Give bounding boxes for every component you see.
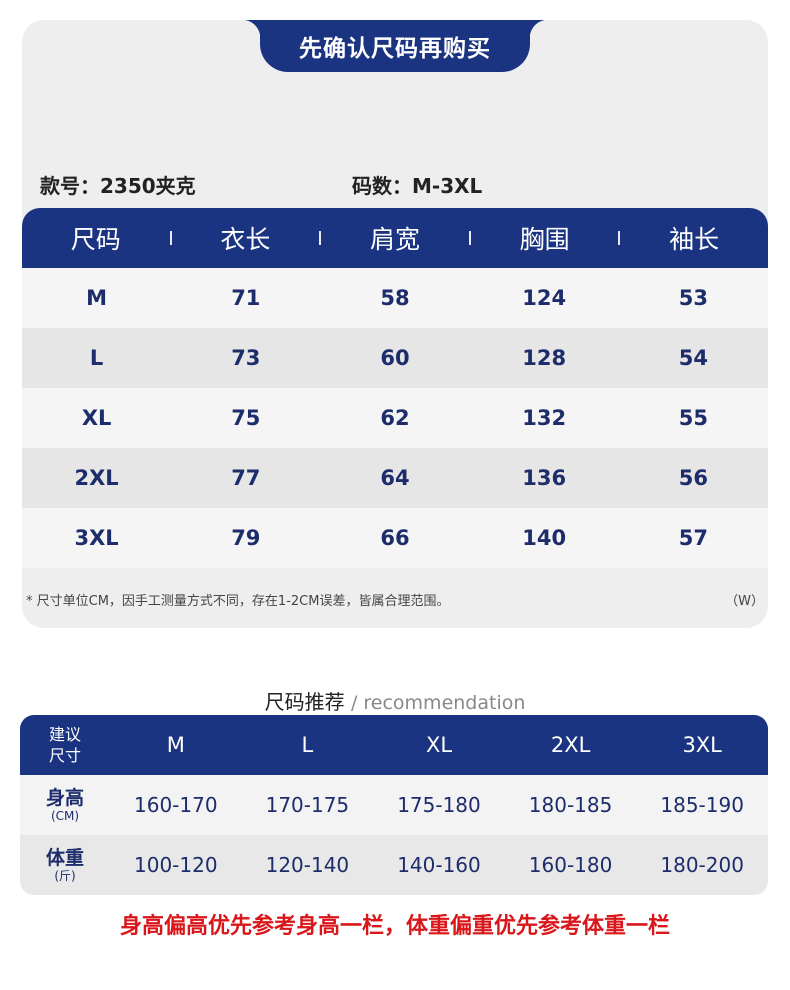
style-number: 款号：2350夹克 [40, 174, 196, 198]
column-header-size: 尺码 [70, 225, 121, 254]
column-header-shoulder: 肩宽 [369, 225, 420, 254]
height-value: 170-175 [265, 793, 350, 817]
height-value: 180-185 [528, 793, 613, 817]
height-value: 160-170 [134, 793, 218, 817]
cell-chest: 140 [522, 526, 567, 550]
cell-size: 3XL [74, 526, 119, 550]
height-row: 身高 (CM) 160-170 170-175 175-180 180-185 … [20, 775, 768, 835]
cell-length: 77 [231, 466, 261, 490]
weight-value: 160-180 [528, 853, 613, 877]
cell-chest: 128 [522, 346, 567, 370]
size-chart-body: M 71 58 124 53 L 73 60 128 54 XL 75 62 1… [22, 268, 768, 568]
cell-size: M [86, 286, 108, 310]
height-label: 身高 (CM) [20, 787, 110, 823]
cell-sleeve: 57 [678, 526, 709, 550]
cell-length: 73 [231, 346, 261, 370]
cell-length: 79 [231, 526, 261, 550]
page-title: 先确认尺码再购买 [242, 20, 548, 72]
cell-chest: 132 [522, 406, 567, 430]
table-row: L 73 60 128 54 [22, 328, 768, 388]
cell-shoulder: 64 [380, 466, 410, 490]
height-value: 175-180 [397, 793, 481, 817]
weight-label-text: 体重 [45, 847, 84, 869]
weight-value: 120-140 [265, 853, 350, 877]
size-chart-header: 尺码 衣长 肩宽 胸围 袖长 [22, 208, 768, 268]
height-value: 185-190 [660, 793, 744, 817]
header-label-line-1: 建议 [48, 725, 81, 744]
weight-value: 180-200 [660, 853, 744, 877]
cell-sleeve: 55 [678, 406, 709, 430]
recommendation-header-label: 建议 尺寸 [20, 724, 110, 766]
cell-shoulder: 62 [380, 406, 410, 430]
column-header-length: 衣长 [220, 225, 271, 254]
recommendation-title-text: 尺码推荐 [264, 690, 345, 714]
column-divider [169, 231, 172, 245]
cell-length: 71 [231, 286, 261, 310]
table-row: 3XL 79 66 140 57 [22, 508, 768, 568]
recommendation-table: 建议 尺寸 M L XL 2XL 3XL 身高 (CM) 160-170 170… [20, 715, 768, 895]
cell-sleeve: 56 [678, 466, 709, 490]
cell-shoulder: 66 [380, 526, 410, 550]
cell-size: XL [81, 406, 112, 430]
rec-size-header: 2XL [550, 733, 591, 757]
cell-chest: 136 [522, 466, 567, 490]
weight-value: 140-160 [397, 853, 481, 877]
height-unit: (CM) [50, 809, 80, 823]
weight-value: 100-120 [134, 853, 218, 877]
height-label-text: 身高 [45, 787, 84, 809]
column-divider [319, 231, 322, 245]
measurement-note: * 尺寸单位CM，因手工测量方式不同，存在1-2CM误差，皆属合理范围。 [26, 594, 450, 609]
cell-sleeve: 54 [678, 346, 709, 370]
cell-shoulder: 60 [380, 346, 410, 370]
column-divider [468, 231, 471, 245]
cell-length: 75 [231, 406, 261, 430]
weight-unit: (斤) [54, 869, 76, 883]
column-divider [618, 231, 621, 245]
recommendation-subtitle: / recommendation [350, 692, 526, 714]
recommendation-title: 尺码推荐 / recommendation [0, 686, 790, 715]
fit-tip: 身高偏高优先参考身高一栏，体重偏重优先参考体重一栏 [119, 914, 670, 939]
column-header-sleeve: 袖长 [669, 225, 720, 254]
weight-row: 体重 (斤) 100-120 120-140 140-160 160-180 1… [20, 835, 768, 895]
table-row: 2XL 77 64 136 56 [22, 448, 768, 508]
cell-shoulder: 58 [380, 286, 410, 310]
cell-size: L [89, 346, 104, 370]
rec-size-header: 3XL [682, 733, 722, 757]
rec-size-header: XL [425, 733, 453, 757]
column-header-chest: 胸围 [519, 225, 570, 254]
table-row: XL 75 62 132 55 [22, 388, 768, 448]
header-label-line-2: 尺寸 [48, 746, 81, 765]
size-range: 码数：M-3XL [352, 174, 483, 198]
weight-label: 体重 (斤) [20, 847, 110, 883]
table-row: M 71 58 124 53 [22, 268, 768, 328]
rec-size-header: L [301, 733, 314, 757]
cell-chest: 124 [522, 286, 567, 310]
cell-size: 2XL [74, 466, 119, 490]
measurement-note-suffix: （W） [725, 594, 764, 609]
rec-size-header: M [166, 733, 185, 757]
recommendation-header: 建议 尺寸 M L XL 2XL 3XL [20, 715, 768, 775]
cell-sleeve: 53 [678, 286, 709, 310]
